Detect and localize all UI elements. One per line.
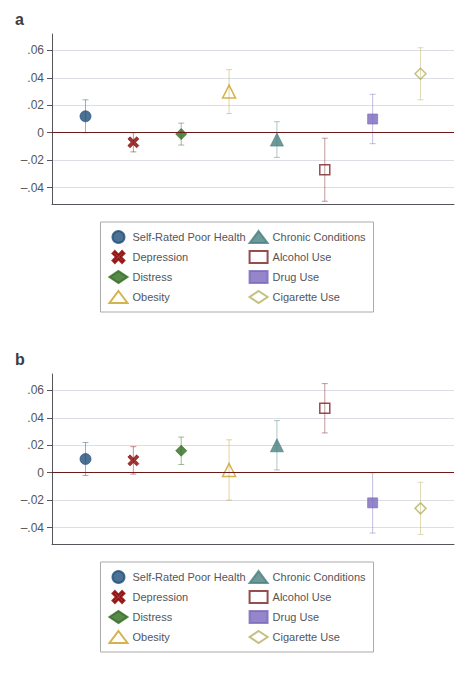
svg-text:.02: .02	[27, 438, 44, 452]
svg-text:.04: .04	[27, 71, 44, 85]
svg-text:b: b	[15, 351, 25, 368]
svg-text:0: 0	[37, 466, 44, 480]
svg-text:Distress: Distress	[132, 611, 172, 623]
svg-text:Cigarette Use: Cigarette Use	[273, 631, 340, 643]
svg-text:Drug Use: Drug Use	[273, 271, 319, 283]
svg-text:Depression: Depression	[132, 591, 188, 603]
svg-text:Self-Rated Poor Health: Self-Rated Poor Health	[132, 231, 245, 243]
svg-text:Obesity: Obesity	[132, 291, 170, 303]
svg-text:Self-Rated Poor Health: Self-Rated Poor Health	[132, 571, 245, 583]
svg-text:Obesity: Obesity	[132, 631, 170, 643]
svg-text:.06: .06	[27, 383, 44, 397]
svg-text:.02: .02	[27, 98, 44, 112]
svg-text:Distress: Distress	[132, 271, 172, 283]
svg-text:–.02: –.02	[21, 153, 45, 167]
svg-text:Alcohol Use: Alcohol Use	[273, 591, 332, 603]
svg-text:–.02: –.02	[21, 493, 45, 507]
svg-text:–.04: –.04	[21, 521, 45, 535]
svg-text:a: a	[15, 11, 24, 28]
svg-text:Alcohol Use: Alcohol Use	[273, 251, 332, 263]
svg-text:Chronic Conditions: Chronic Conditions	[273, 231, 366, 243]
svg-text:.04: .04	[27, 411, 44, 425]
svg-text:0: 0	[37, 126, 44, 140]
svg-text:–.04: –.04	[21, 181, 45, 195]
svg-text:Drug Use: Drug Use	[273, 611, 319, 623]
svg-text:.06: .06	[27, 43, 44, 57]
svg-text:Cigarette Use: Cigarette Use	[273, 291, 340, 303]
svg-text:Chronic Conditions: Chronic Conditions	[273, 571, 366, 583]
svg-text:Depression: Depression	[132, 251, 188, 263]
